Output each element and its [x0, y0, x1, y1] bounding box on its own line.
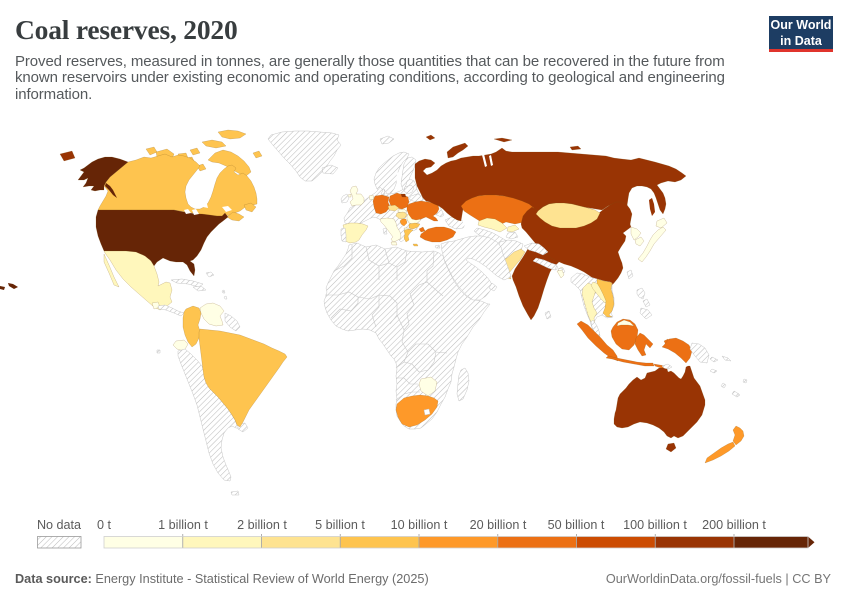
svg-text:2 billion t: 2 billion t: [237, 518, 287, 532]
svg-text:5 billion t: 5 billion t: [315, 518, 365, 532]
svg-text:20 billion t: 20 billion t: [470, 518, 527, 532]
svg-text:No data: No data: [37, 518, 81, 532]
svg-text:100 billion t: 100 billion t: [623, 518, 687, 532]
svg-text:1 billion t: 1 billion t: [158, 518, 208, 532]
svg-text:0 t: 0 t: [97, 518, 112, 532]
svg-text:200 billion t: 200 billion t: [702, 518, 766, 532]
svg-text:50 billion t: 50 billion t: [548, 518, 605, 532]
svg-text:10 billion t: 10 billion t: [391, 518, 448, 532]
